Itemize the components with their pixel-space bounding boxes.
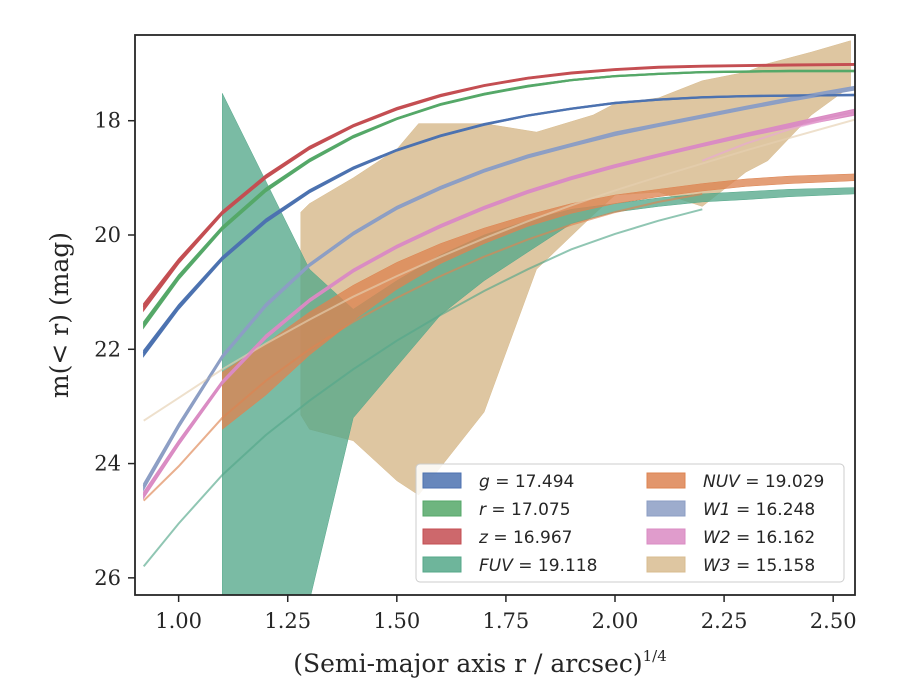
model-line-w2 — [701, 111, 855, 162]
series-line-w1 — [142, 87, 855, 487]
y-tick-label: 20 — [94, 223, 121, 247]
legend-label-g: g = 17.494 — [479, 472, 574, 492]
series-line-g — [142, 93, 855, 354]
y-tick-label: 18 — [94, 109, 121, 133]
x-tick-label: 2.50 — [810, 609, 857, 633]
y-tick-label: 26 — [94, 566, 121, 590]
legend-series-name: z — [478, 528, 489, 548]
x-tick-label: 1.00 — [155, 609, 202, 633]
legend-series-name: W3 — [703, 556, 731, 576]
legend-swatch-r — [422, 500, 462, 517]
legend-swatch-g — [422, 472, 462, 489]
series-line-w2 — [142, 111, 855, 496]
series-line-r — [142, 69, 855, 326]
legend-swatch-w3 — [646, 556, 686, 573]
legend-swatch-fuv — [422, 556, 462, 573]
legend-series-name: r — [479, 500, 487, 520]
legend-label-r: r = 17.075 — [479, 500, 571, 520]
legend-swatch-w2 — [646, 528, 686, 545]
legend-series-value: = 19.118 — [513, 556, 598, 576]
y-tick-label: 22 — [94, 337, 121, 361]
series-line-z — [142, 63, 855, 308]
legend-swatch-w1 — [646, 500, 686, 517]
legend-series-value: = 16.967 — [488, 528, 573, 548]
plot-frame — [134, 34, 856, 596]
band-w2 — [143, 108, 855, 500]
legend-label-w1: W1 = 16.248 — [703, 500, 815, 520]
y-tick-label: 24 — [94, 452, 121, 476]
x-axis-title: (Semi-major axis r / arcsec)1/4 — [293, 647, 667, 678]
legend-series-value: = 16.162 — [731, 528, 816, 548]
legend-series-value: = 15.158 — [731, 556, 816, 576]
legend-series-name: NUV — [703, 472, 741, 492]
x-tick-label: 1.75 — [483, 609, 530, 633]
model-line-nuv — [142, 192, 703, 502]
legend-series-name: g — [479, 472, 490, 492]
legend-series-value: = 16.248 — [731, 500, 816, 520]
x-tick-label: 1.50 — [373, 609, 420, 633]
legend-label-w3: W3 = 15.158 — [703, 556, 815, 576]
legend-label-fuv: FUV = 19.118 — [479, 556, 597, 576]
legend-swatch-z — [422, 528, 462, 545]
model-line-fuv — [142, 208, 703, 568]
band-nuv — [222, 173, 855, 430]
x-axis-title-text: (Semi-major axis r / arcsec) — [293, 649, 642, 678]
legend-label-nuv: NUV = 19.029 — [703, 472, 824, 492]
legend-series-name: W2 — [703, 528, 731, 548]
x-tick-label: 2.25 — [701, 609, 748, 633]
series-lines — [142, 63, 855, 568]
y-axis-ticks: 18 20 22 24 26 — [94, 109, 135, 590]
x-tick-label: 2.00 — [592, 609, 639, 633]
x-axis-title-exponent: 1/4 — [643, 647, 667, 665]
legend-series-value: = 17.075 — [486, 500, 571, 520]
legend-box — [415, 463, 845, 583]
legend-series-value: = 19.029 — [740, 472, 825, 492]
legend-series-name: W1 — [703, 500, 731, 520]
x-axis-ticks: 1.00 1.25 1.50 1.75 2.00 2.25 2.50 — [155, 595, 857, 633]
legend-label-w2: W2 = 16.162 — [703, 528, 815, 548]
legend-label-z: z = 16.967 — [478, 528, 572, 548]
x-tick-label: 1.25 — [264, 609, 311, 633]
legend-series-value: = 17.494 — [490, 472, 575, 492]
y-axis-title: m(< r) (mag) — [45, 232, 74, 398]
legend-swatch-nuv — [646, 472, 686, 489]
legend-series-name: FUV — [479, 556, 514, 576]
